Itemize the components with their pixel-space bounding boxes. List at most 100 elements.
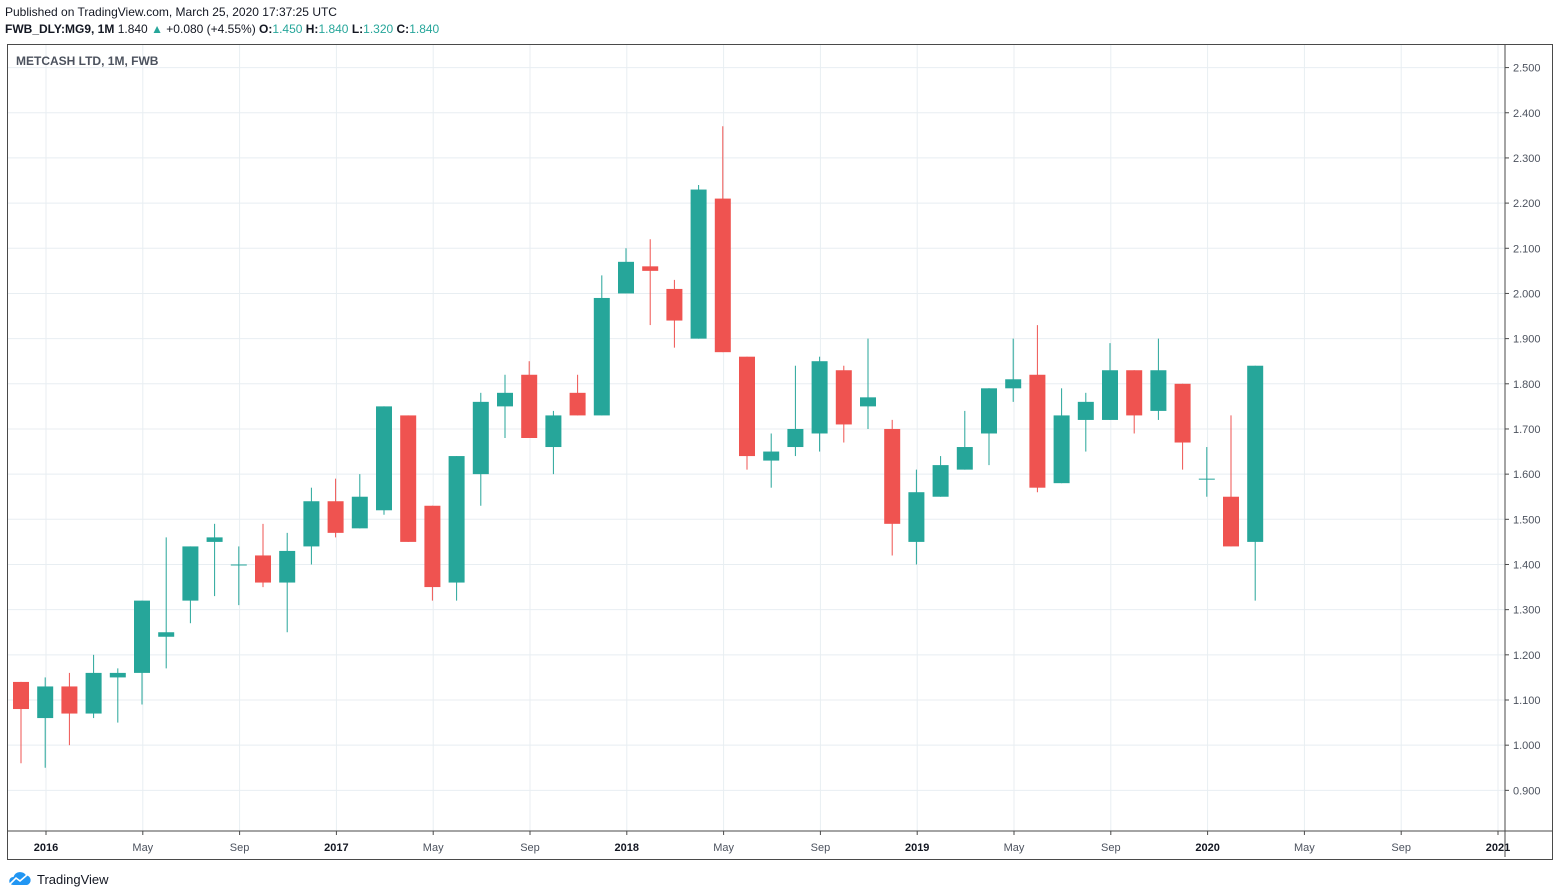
candle-body (714, 198, 731, 353)
candle[interactable] (37, 677, 54, 768)
candle[interactable] (593, 275, 610, 416)
candle[interactable] (569, 374, 586, 416)
low-value: 1.320 (363, 22, 394, 36)
candle-body (690, 189, 707, 339)
candle-body (37, 686, 54, 719)
candle[interactable] (690, 185, 707, 339)
candle[interactable] (1077, 392, 1094, 452)
candle[interactable] (230, 546, 247, 606)
candle[interactable] (666, 279, 683, 348)
candle-body (1029, 374, 1046, 488)
candle[interactable] (908, 469, 925, 565)
candle[interactable] (1150, 338, 1167, 420)
x-tick-label: 2019 (905, 842, 929, 854)
x-tick-label: May (1004, 842, 1025, 854)
y-tick-label: 2.000 (1513, 288, 1541, 300)
candle[interactable] (13, 681, 29, 764)
y-tick-label: 1.200 (1513, 650, 1541, 662)
candle[interactable] (739, 356, 755, 470)
candle[interactable] (1198, 447, 1215, 497)
candle[interactable] (351, 474, 368, 529)
candle[interactable] (472, 392, 489, 506)
candle[interactable] (642, 239, 659, 326)
candle[interactable] (860, 338, 876, 429)
candle[interactable] (521, 361, 538, 438)
candle[interactable] (61, 672, 78, 746)
x-tick-label: May (713, 842, 734, 854)
candle[interactable] (85, 654, 102, 719)
y-tick-label: 1.900 (1513, 334, 1541, 346)
y-tick-label: 2.500 (1513, 63, 1541, 75)
candle-body (835, 370, 852, 425)
candle-body (956, 447, 973, 470)
candle[interactable] (1126, 370, 1143, 434)
x-tick-label: Sep (230, 842, 250, 854)
candle[interactable] (279, 532, 296, 633)
candle[interactable] (448, 456, 465, 601)
chart-title: METCASH LTD, 1M, FWB (16, 54, 159, 68)
y-tick-label: 1.400 (1513, 559, 1541, 571)
candle-body (860, 397, 876, 407)
candle[interactable] (835, 365, 852, 443)
candle[interactable] (1247, 365, 1264, 601)
candle[interactable] (1102, 343, 1118, 420)
candle[interactable] (1053, 388, 1070, 484)
candle[interactable] (134, 600, 150, 705)
candle-body (1174, 383, 1191, 443)
low-label: L: (351, 22, 364, 36)
candle-body (1005, 379, 1022, 389)
candle[interactable] (545, 410, 562, 475)
candle[interactable] (618, 248, 634, 294)
high-label: H: (305, 22, 319, 36)
candle[interactable] (1223, 415, 1239, 547)
candle-body (1247, 365, 1264, 542)
candle[interactable] (1174, 383, 1191, 470)
candle[interactable] (811, 356, 828, 452)
candle-body (109, 672, 126, 678)
x-tick-label: Sep (520, 842, 540, 854)
candle[interactable] (376, 406, 392, 515)
candle[interactable] (884, 419, 901, 556)
candle[interactable] (1005, 338, 1022, 402)
footer: TradingView (7, 868, 109, 890)
candle[interactable] (327, 478, 344, 538)
candle[interactable] (932, 456, 949, 497)
candle-body (618, 261, 634, 294)
candle-body (230, 564, 247, 566)
y-tick-label: 1.600 (1513, 469, 1541, 481)
candle[interactable] (981, 388, 997, 466)
candle-body (497, 392, 513, 407)
x-tick-label: 2021 (1486, 842, 1510, 854)
candle-body (739, 356, 755, 457)
candle[interactable] (255, 523, 271, 588)
candle[interactable] (109, 668, 126, 723)
candle[interactable] (206, 523, 223, 597)
y-tick-label: 2.300 (1513, 153, 1541, 165)
candle[interactable] (497, 374, 513, 438)
candle[interactable] (182, 546, 199, 624)
candle-body (1223, 496, 1239, 547)
x-tick-label: May (132, 842, 153, 854)
candle-body (545, 415, 562, 448)
candle-body (134, 600, 150, 673)
candlestick-chart[interactable]: 0.900 1.000 1.100 1.200 1.300 1.400 1.500 1.600… (8, 45, 1552, 859)
candle[interactable] (303, 487, 320, 565)
y-tick-label: 1.000 (1513, 740, 1541, 752)
candle-body (351, 496, 368, 529)
x-tick-label: Sep (811, 842, 831, 854)
candle[interactable] (787, 365, 804, 457)
candle-body (1053, 415, 1070, 484)
candle[interactable] (714, 126, 731, 353)
x-tick-label: 2017 (324, 842, 348, 854)
candle[interactable] (424, 505, 441, 601)
x-tick-label: Sep (1391, 842, 1411, 854)
candle[interactable] (1029, 325, 1046, 493)
candle[interactable] (956, 410, 973, 470)
y-tick-label: 1.800 (1513, 379, 1541, 391)
high-value: 1.840 (318, 22, 349, 36)
candle[interactable] (400, 415, 417, 542)
candle-body (908, 492, 925, 542)
chart-panel[interactable]: 0.900 1.000 1.100 1.200 1.300 1.400 1.500 1.600… (7, 44, 1553, 860)
candle[interactable] (763, 433, 780, 488)
candle[interactable] (158, 537, 175, 669)
